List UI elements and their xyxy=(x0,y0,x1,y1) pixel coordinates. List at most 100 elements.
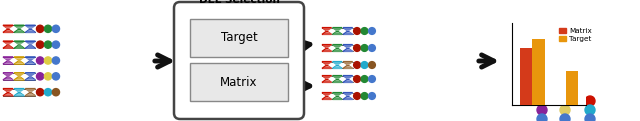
Polygon shape xyxy=(322,48,332,51)
Polygon shape xyxy=(343,28,353,31)
Polygon shape xyxy=(333,45,342,48)
Circle shape xyxy=(36,89,44,96)
Polygon shape xyxy=(343,48,353,51)
Circle shape xyxy=(585,114,595,121)
Circle shape xyxy=(36,57,44,64)
Circle shape xyxy=(354,76,360,82)
FancyBboxPatch shape xyxy=(190,19,288,57)
Polygon shape xyxy=(333,96,342,99)
Circle shape xyxy=(36,41,44,48)
Polygon shape xyxy=(333,93,342,96)
Polygon shape xyxy=(343,76,353,79)
Polygon shape xyxy=(343,65,353,68)
Bar xyxy=(566,71,578,105)
Polygon shape xyxy=(14,76,24,80)
Text: DEL Selection: DEL Selection xyxy=(198,0,280,5)
Polygon shape xyxy=(343,31,353,34)
Polygon shape xyxy=(26,92,35,96)
Polygon shape xyxy=(333,79,342,82)
Circle shape xyxy=(537,114,547,121)
Circle shape xyxy=(361,93,368,99)
Polygon shape xyxy=(322,31,332,34)
FancyBboxPatch shape xyxy=(190,63,288,101)
Polygon shape xyxy=(322,93,332,96)
Polygon shape xyxy=(3,76,13,80)
FancyBboxPatch shape xyxy=(174,2,304,119)
Polygon shape xyxy=(322,28,332,31)
Polygon shape xyxy=(14,89,24,92)
Polygon shape xyxy=(14,73,24,76)
Polygon shape xyxy=(3,45,13,48)
Polygon shape xyxy=(3,57,13,60)
Polygon shape xyxy=(14,29,24,32)
Polygon shape xyxy=(3,92,13,96)
Circle shape xyxy=(354,93,360,99)
Circle shape xyxy=(369,93,376,99)
Circle shape xyxy=(354,28,360,34)
Polygon shape xyxy=(343,79,353,82)
Circle shape xyxy=(537,96,547,106)
Polygon shape xyxy=(14,57,24,60)
Polygon shape xyxy=(14,25,24,29)
Circle shape xyxy=(52,57,60,64)
Circle shape xyxy=(585,105,595,115)
Circle shape xyxy=(361,28,368,34)
Polygon shape xyxy=(26,57,35,60)
Polygon shape xyxy=(26,89,35,92)
Circle shape xyxy=(369,45,376,51)
Polygon shape xyxy=(3,41,13,45)
Polygon shape xyxy=(333,62,342,65)
Circle shape xyxy=(361,62,368,68)
Circle shape xyxy=(585,96,595,106)
Polygon shape xyxy=(322,76,332,79)
Polygon shape xyxy=(26,29,35,32)
Polygon shape xyxy=(322,45,332,48)
Circle shape xyxy=(52,25,60,32)
Polygon shape xyxy=(322,65,332,68)
Circle shape xyxy=(44,89,52,96)
Circle shape xyxy=(560,114,570,121)
Polygon shape xyxy=(14,41,24,45)
Polygon shape xyxy=(333,76,342,79)
Polygon shape xyxy=(3,29,13,32)
Polygon shape xyxy=(333,28,342,31)
Circle shape xyxy=(36,73,44,80)
Polygon shape xyxy=(333,65,342,68)
Circle shape xyxy=(44,73,52,80)
Polygon shape xyxy=(3,73,13,76)
Circle shape xyxy=(560,105,570,115)
Circle shape xyxy=(560,96,570,106)
Polygon shape xyxy=(343,45,353,48)
Polygon shape xyxy=(26,60,35,64)
Circle shape xyxy=(52,41,60,48)
Circle shape xyxy=(44,57,52,64)
Circle shape xyxy=(52,73,60,80)
Circle shape xyxy=(369,28,376,34)
Polygon shape xyxy=(3,25,13,29)
Polygon shape xyxy=(333,31,342,34)
Circle shape xyxy=(361,76,368,82)
Circle shape xyxy=(369,62,376,68)
Polygon shape xyxy=(3,89,13,92)
Polygon shape xyxy=(333,48,342,51)
Polygon shape xyxy=(26,41,35,45)
Circle shape xyxy=(44,41,52,48)
Legend: Matrix, Target: Matrix, Target xyxy=(556,25,595,45)
Polygon shape xyxy=(3,60,13,64)
Text: Matrix: Matrix xyxy=(220,76,258,88)
Polygon shape xyxy=(26,25,35,29)
Polygon shape xyxy=(14,45,24,48)
Circle shape xyxy=(537,105,547,115)
Bar xyxy=(520,48,532,105)
Bar xyxy=(532,39,545,105)
Circle shape xyxy=(369,76,376,82)
Polygon shape xyxy=(26,76,35,80)
Circle shape xyxy=(44,25,52,32)
Polygon shape xyxy=(322,96,332,99)
Polygon shape xyxy=(343,62,353,65)
Circle shape xyxy=(354,62,360,68)
Polygon shape xyxy=(26,73,35,76)
Polygon shape xyxy=(322,79,332,82)
Circle shape xyxy=(361,45,368,51)
Polygon shape xyxy=(26,45,35,48)
